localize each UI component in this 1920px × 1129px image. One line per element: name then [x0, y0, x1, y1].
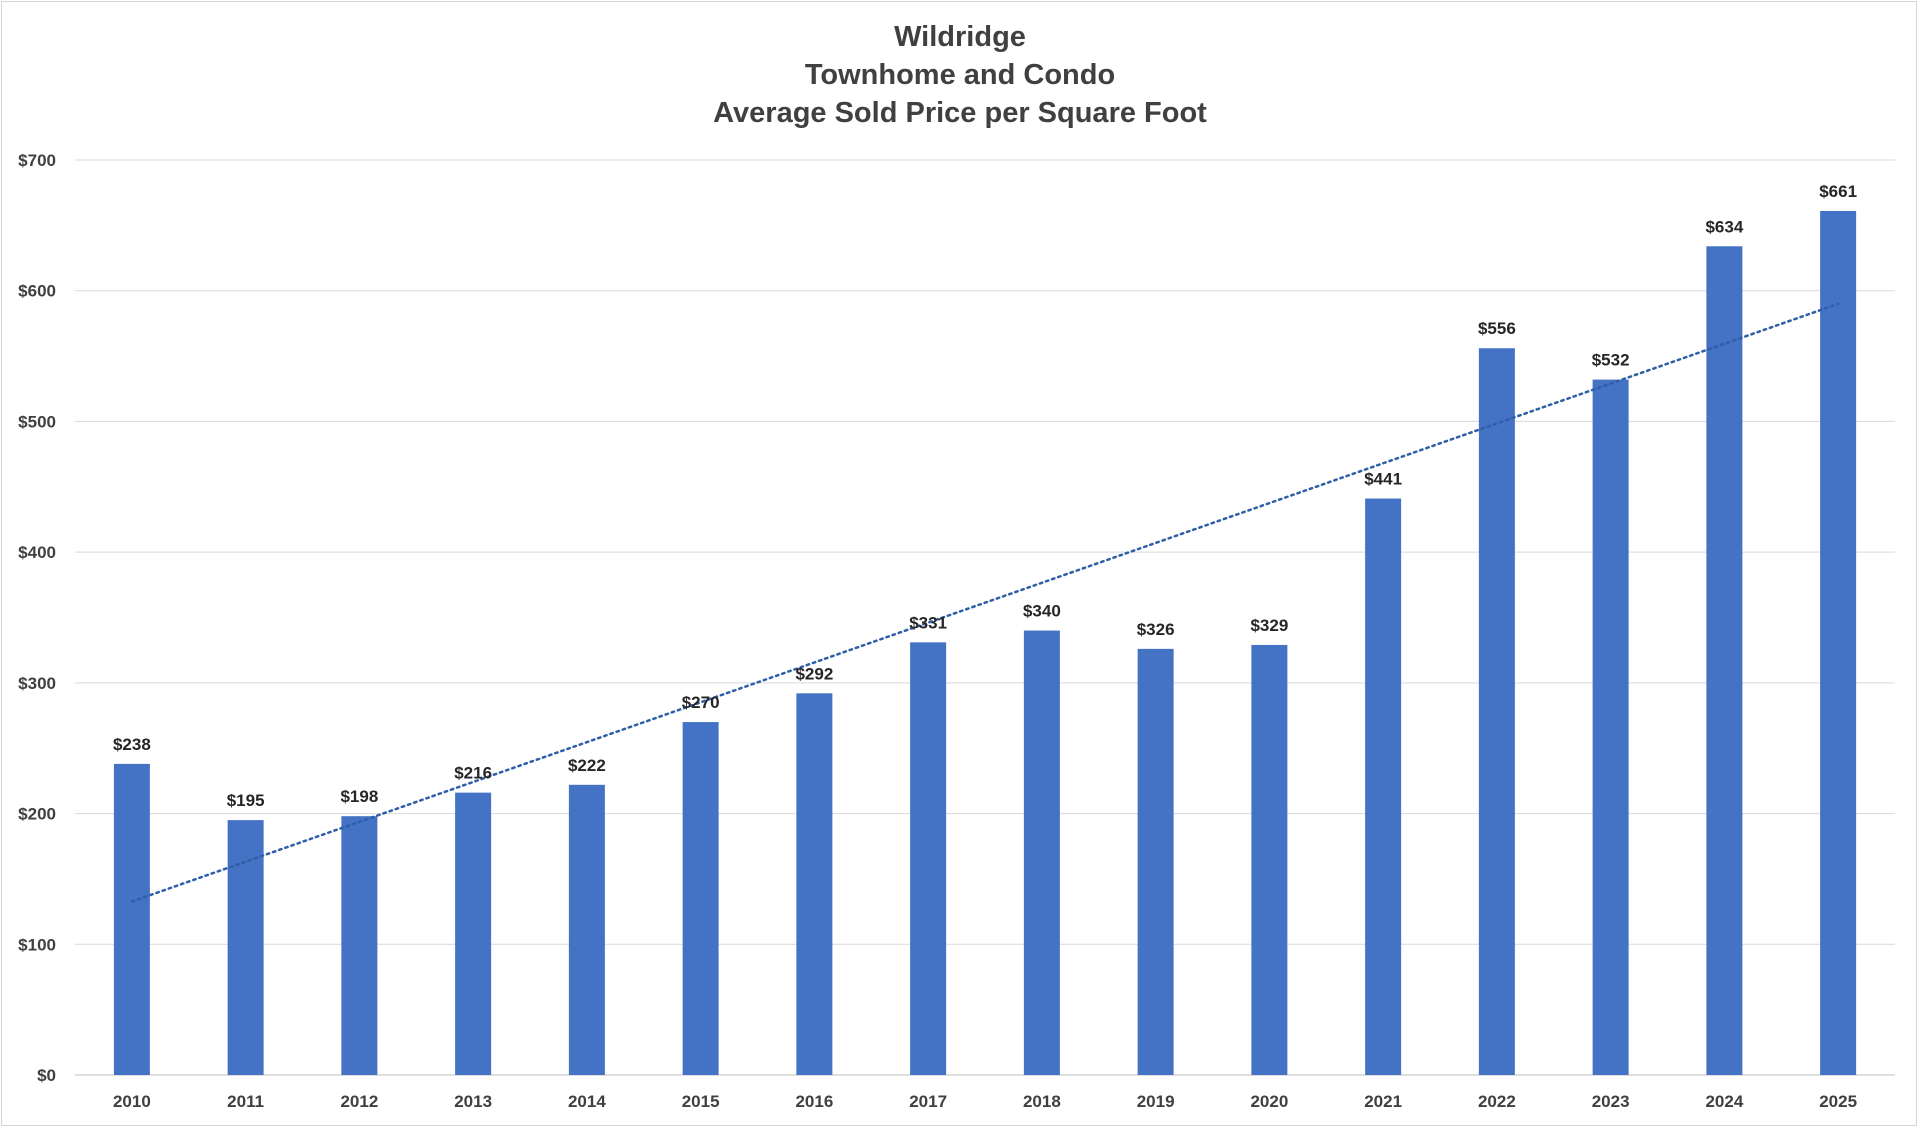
data-label: $331 [909, 613, 947, 632]
bar-2010 [113, 763, 150, 1075]
data-label: $292 [795, 664, 833, 683]
gridlines [75, 159, 1895, 1076]
data-label: $326 [1137, 620, 1175, 639]
data-label: $238 [113, 735, 151, 754]
data-labels: $238 $195 $198 $216 $222 $270 $292 $331 $340 $326… [113, 182, 1857, 810]
data-label: $340 [1023, 602, 1061, 621]
y-tick-label: $600 [18, 282, 56, 301]
x-tick-label: 2021 [1364, 1092, 1402, 1111]
data-label: $270 [682, 693, 720, 712]
chart-title-line-1: Wildridge [894, 21, 1026, 53]
x-tick-label: 2018 [1023, 1092, 1061, 1111]
x-tick-label: 2014 [568, 1092, 606, 1111]
bar-2023 [1592, 379, 1629, 1076]
data-label: $198 [340, 787, 378, 806]
x-tick-label: 2010 [113, 1092, 151, 1111]
y-tick-label: $700 [18, 151, 56, 170]
y-tick-label: $0 [37, 1066, 56, 1085]
bars [113, 210, 1857, 1076]
bar-2017 [910, 642, 947, 1075]
bar-2021 [1365, 498, 1402, 1075]
y-tick-label: $400 [18, 543, 56, 562]
data-label: $216 [454, 764, 492, 783]
data-label: $661 [1819, 182, 1857, 201]
data-label: $532 [1592, 351, 1630, 370]
bar-2011 [227, 820, 264, 1075]
x-tick-label: 2020 [1250, 1092, 1288, 1111]
data-label: $222 [568, 756, 606, 775]
x-tick-label: 2024 [1705, 1092, 1743, 1111]
y-tick-label: $100 [18, 935, 56, 954]
chart-title-line-2: Townhome and Condo [804, 59, 1116, 91]
data-label: $329 [1250, 616, 1288, 635]
bar-2014 [568, 784, 605, 1075]
x-axis: 2010 2011 2012 2013 2014 2015 2016 2017 2018 2019… [113, 1092, 1857, 1111]
bar-2016 [796, 693, 833, 1075]
x-tick-label: 2012 [340, 1092, 378, 1111]
bar-2024 [1706, 246, 1743, 1075]
x-tick-label: 2025 [1819, 1092, 1857, 1111]
bar-2012 [341, 816, 378, 1075]
bar-2025 [1820, 210, 1857, 1075]
x-tick-label: 2013 [454, 1092, 492, 1111]
y-axis: $0 $100 $200 $300 $400 $500 $600 $700 [18, 151, 56, 1085]
data-label: $634 [1705, 217, 1743, 236]
y-tick-label: $500 [18, 412, 56, 431]
bar-2018 [1023, 630, 1060, 1075]
x-tick-label: 2017 [909, 1092, 947, 1111]
bar-2015 [682, 722, 719, 1075]
chart-title: Wildridge Townhome and Condo Average Sol… [0, 18, 1920, 132]
x-tick-label: 2019 [1137, 1092, 1175, 1111]
x-tick-label: 2023 [1592, 1092, 1630, 1111]
chart-title-line-3: Average Sold Price per Square Foot [713, 97, 1207, 129]
x-tick-label: 2022 [1478, 1092, 1516, 1111]
bar-2013 [455, 792, 492, 1075]
bar-2019 [1137, 648, 1174, 1075]
bar-2020 [1251, 644, 1288, 1075]
bar-2022 [1478, 348, 1515, 1075]
x-tick-label: 2015 [682, 1092, 720, 1111]
y-tick-label: $300 [18, 674, 56, 693]
data-label: $441 [1364, 470, 1402, 489]
data-label: $556 [1478, 319, 1516, 338]
x-tick-label: 2011 [227, 1092, 264, 1111]
trendline [130, 302, 1840, 903]
y-tick-label: $200 [18, 805, 56, 824]
data-label: $195 [227, 791, 265, 810]
x-tick-label: 2016 [795, 1092, 833, 1111]
trendline-line [130, 302, 1840, 903]
